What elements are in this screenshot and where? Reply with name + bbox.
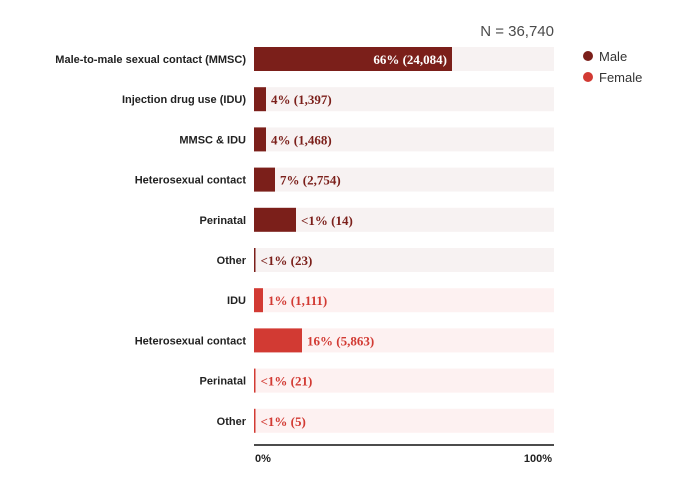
bar	[254, 408, 256, 433]
bar-row: Perinatal <1% (21)	[200, 368, 554, 393]
bar	[254, 328, 302, 353]
bar-track	[254, 408, 554, 433]
bar-track	[254, 328, 554, 353]
category-label: Heterosexual contact	[135, 335, 247, 347]
bar	[254, 127, 266, 152]
bar-row: Heterosexual contact 7% (2,754)	[135, 167, 554, 192]
bar	[254, 167, 275, 192]
category-label: Perinatal	[200, 376, 246, 388]
bar	[254, 248, 256, 272]
legend-swatch	[583, 51, 593, 61]
bar-track	[254, 368, 554, 393]
value-label: 4% (1,468)	[271, 132, 332, 147]
legend: Male Female	[583, 49, 642, 85]
category-label: Heterosexual contact	[135, 175, 247, 187]
bar-track	[254, 127, 554, 152]
category-label: Male-to-male sexual contact (MMSC)	[55, 54, 246, 66]
value-label: <1% (14)	[301, 213, 353, 228]
bar-track	[254, 87, 554, 112]
value-label: 7% (2,754)	[280, 173, 341, 188]
bar-track	[254, 167, 554, 192]
bar	[254, 47, 452, 71]
value-label: <1% (21)	[261, 374, 313, 389]
x-tick-label-max: 100%	[524, 453, 552, 465]
legend-item: Female	[583, 70, 642, 85]
total-n-label: N = 36,740	[480, 23, 554, 40]
legend-item: Male	[583, 49, 627, 64]
legend-label: Female	[599, 70, 642, 85]
bar	[254, 207, 296, 232]
value-label: <1% (23)	[261, 253, 313, 268]
bar-row: IDU 1% (1,111)	[227, 288, 554, 313]
bar-track	[254, 207, 554, 232]
value-label: 66% (24,084)	[373, 52, 447, 67]
bar-row: Male-to-male sexual contact (MMSC) 66% (2…	[55, 47, 554, 71]
value-label: 4% (1,397)	[271, 92, 332, 107]
bar-row: Injection drug use (IDU) 4% (1,397)	[122, 87, 554, 112]
value-label: 16% (5,863)	[307, 333, 374, 348]
value-label: <1% (5)	[261, 414, 306, 429]
category-label: Other	[217, 255, 247, 267]
category-label: Other	[217, 416, 247, 428]
legend-label: Male	[599, 49, 627, 64]
bar	[254, 288, 263, 313]
x-tick-label-min: 0%	[255, 453, 271, 465]
category-label: IDU	[227, 295, 246, 307]
bar-row: Other <1% (23)	[217, 248, 554, 272]
bar-track	[254, 248, 554, 272]
bar-rows: Male-to-male sexual contact (MMSC) 66% (2…	[55, 47, 554, 433]
bar	[254, 368, 256, 393]
bar	[254, 87, 266, 112]
category-label: Perinatal	[200, 215, 246, 227]
bar-row: Other <1% (5)	[217, 408, 554, 433]
value-label: 1% (1,111)	[268, 293, 327, 308]
legend-swatch	[583, 72, 593, 82]
bar-row: MMSC & IDU 4% (1,468)	[179, 127, 554, 152]
bar-row: Perinatal <1% (14)	[200, 207, 554, 232]
category-label: Injection drug use (IDU)	[122, 94, 246, 106]
bar-row: Heterosexual contact 16% (5,863)	[135, 328, 554, 353]
bar-track	[254, 288, 554, 313]
category-label: MMSC & IDU	[179, 134, 246, 146]
